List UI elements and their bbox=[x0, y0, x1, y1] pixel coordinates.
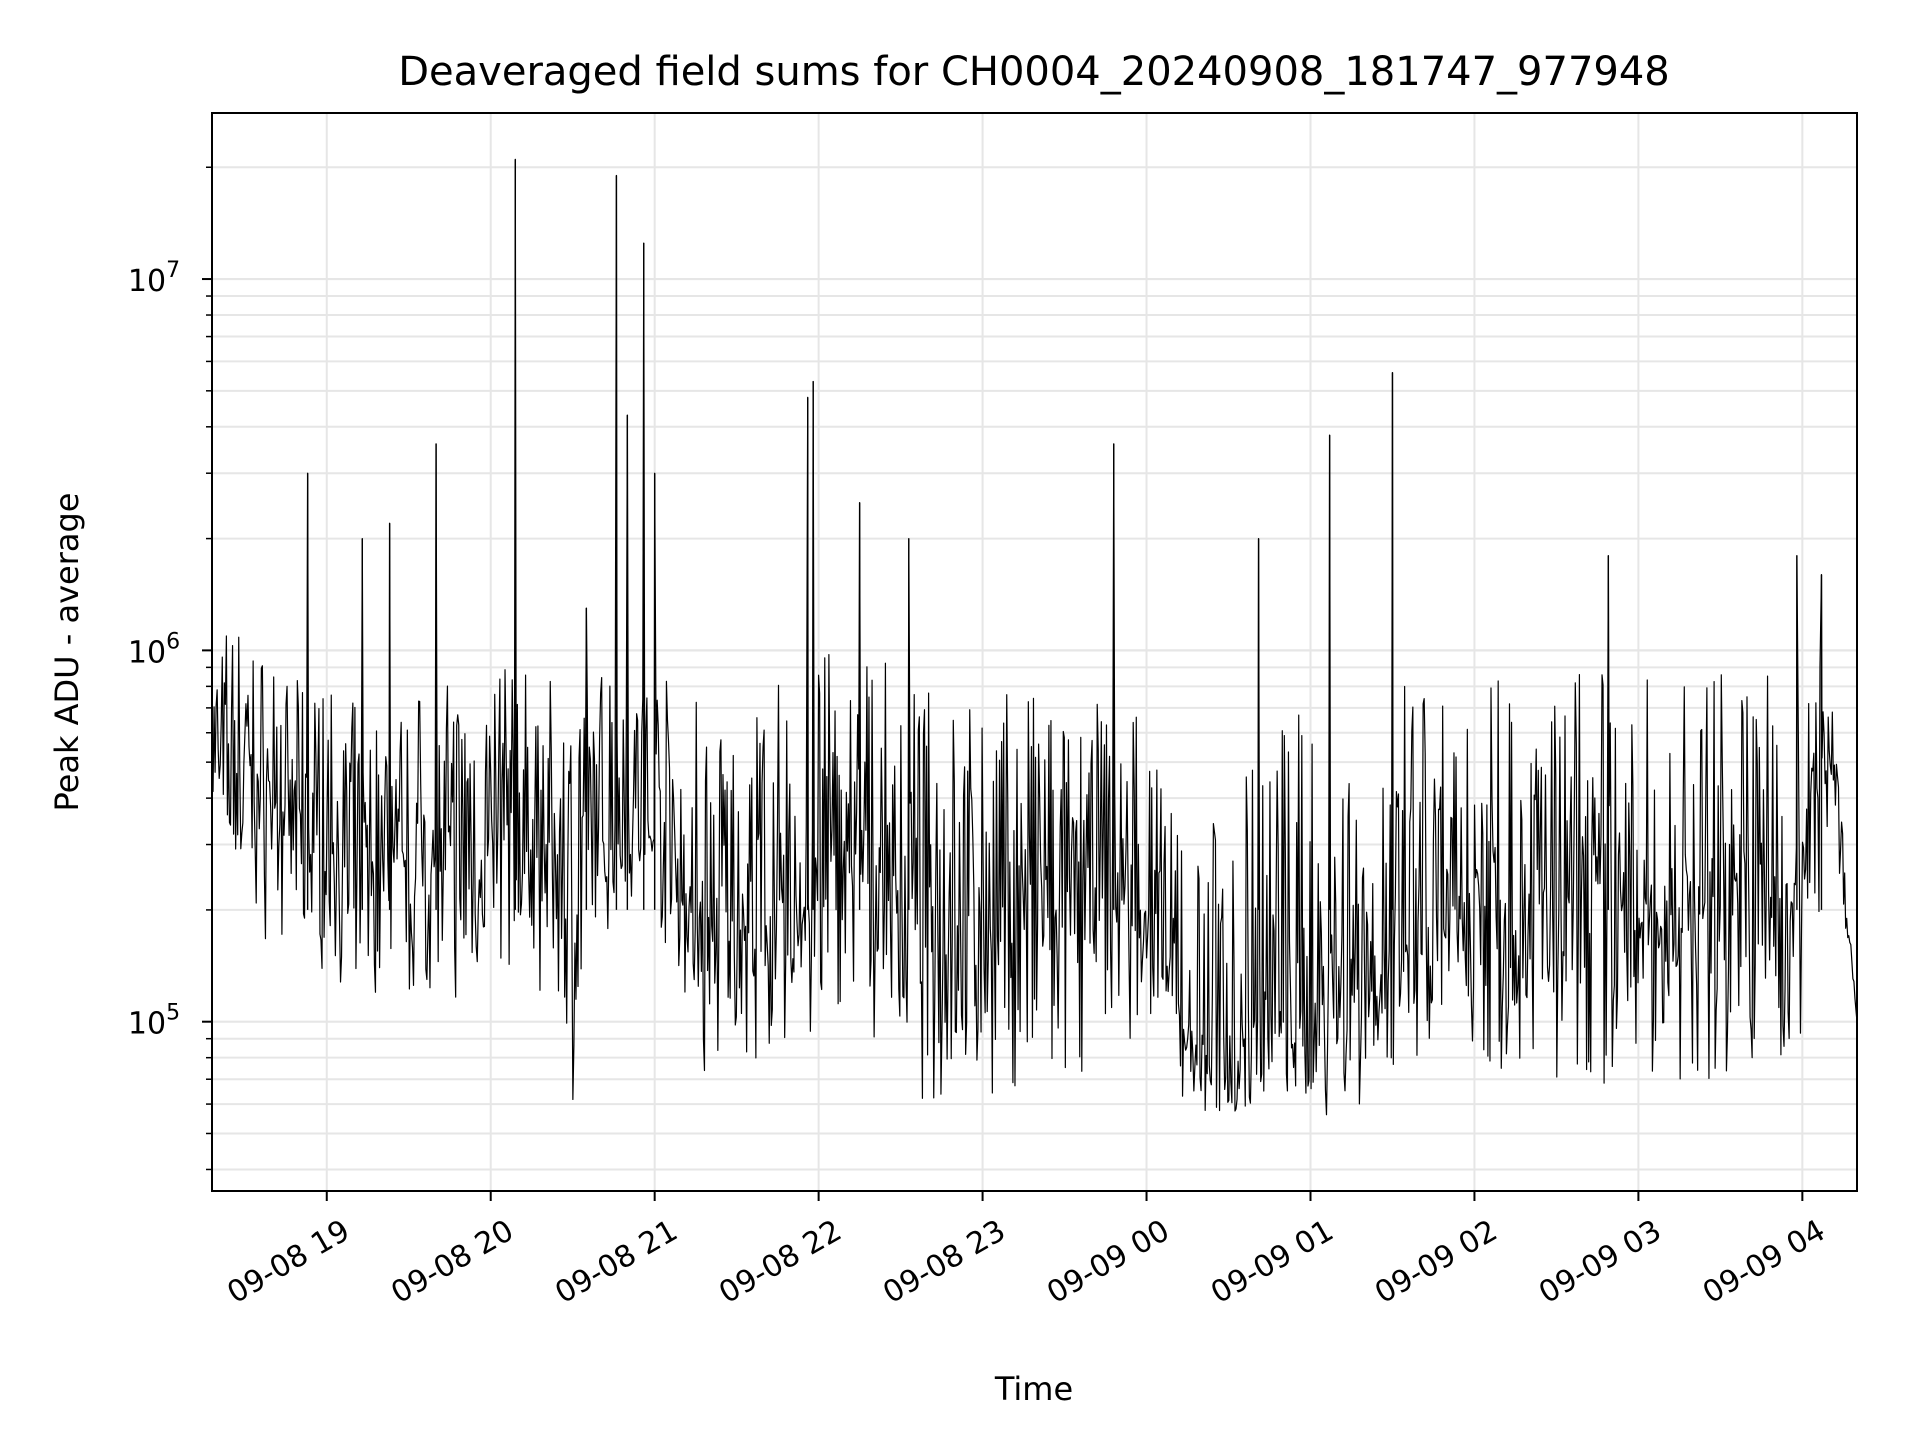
x-axis-label: Time bbox=[994, 1370, 1073, 1408]
grid bbox=[212, 113, 1857, 1191]
y-tick-label: 107 bbox=[128, 258, 180, 299]
y-axis-label: Peak ADU - average bbox=[48, 493, 86, 812]
y-tick-label: 106 bbox=[128, 629, 180, 670]
plot-frame bbox=[211, 112, 1858, 1192]
series-layer bbox=[211, 158, 1858, 1116]
chart-title: Deaveraged field sums for CH0004_2024090… bbox=[398, 49, 1670, 95]
y-tick-label: 105 bbox=[128, 1001, 180, 1042]
y-axis: 107 106 105 bbox=[128, 166, 212, 1171]
series-line bbox=[211, 158, 1858, 1116]
